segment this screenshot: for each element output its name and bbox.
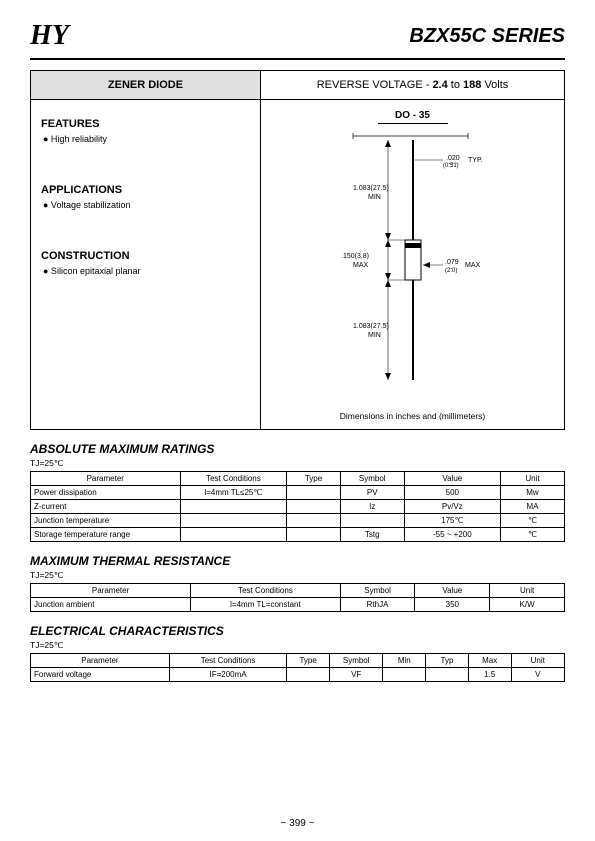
rv-suffix: Volts (481, 79, 508, 91)
th-type: Type (287, 654, 330, 668)
th-conditions: Test Conditions (169, 654, 286, 668)
th-symbol: Symbol (340, 472, 404, 486)
th-unit: Unit (511, 654, 564, 668)
th-conditions: Test Conditions (180, 472, 287, 486)
abs-max-title: ABSOLUTE MAXIMUM RATINGS (30, 442, 565, 456)
th-type: Type (287, 472, 340, 486)
th-max: Max (468, 654, 511, 668)
reverse-voltage-header: REVERSE VOLTAGE - 2.4 to 188 Volts (261, 71, 564, 100)
body-len: .150(3.8) (341, 253, 369, 260)
top-lead-len: 1.083(27.5) (353, 185, 389, 192)
feature-item: ● High reliability (43, 134, 250, 144)
abs-max-table: Parameter Test Conditions Type Symbol Va… (30, 471, 565, 542)
package-diagram: DO - 35 .020 (0.51) TYP. (261, 100, 564, 429)
table-row: Storage temperature rangeTstg-55 ~ +200℃ (31, 528, 565, 542)
application-item: ● Voltage stabilization (43, 200, 250, 210)
top-lead-len-suf: MIN (368, 194, 381, 201)
right-panel: REVERSE VOLTAGE - 2.4 to 188 Volts DO - … (261, 71, 564, 429)
electrical-table: Parameter Test Conditions Type Symbol Mi… (30, 653, 565, 682)
construction-heading: CONSTRUCTION (41, 250, 250, 262)
applications-heading: APPLICATIONS (41, 184, 250, 196)
lead-typ-suffix: TYP. (468, 157, 483, 164)
body-len-suf: MAX (353, 262, 369, 269)
dimensions-note: Dimensions in inches and (millimeters) (261, 411, 564, 421)
body-dia-mm: (2.0) (445, 268, 457, 274)
lead-typ-dim: .020 (446, 155, 460, 162)
rv-prefix: REVERSE VOLTAGE - (317, 79, 433, 91)
top-box: ZENER DIODE FEATURES ● High reliability … (30, 70, 565, 430)
th-value: Value (404, 472, 500, 486)
bot-lead-len-suf: MIN (368, 332, 381, 339)
zener-diode-label: ZENER DIODE (31, 71, 260, 100)
th-symbol: Symbol (340, 584, 415, 598)
abs-max-tj: TJ=25℃ (30, 458, 565, 469)
thermal-tj: TJ=25℃ (30, 570, 565, 581)
th-unit: Unit (490, 584, 565, 598)
thermal-title: MAXIMUM THERMAL RESISTANCE (30, 554, 565, 568)
th-min: Min (383, 654, 426, 668)
th-parameter: Parameter (31, 472, 181, 486)
table-row: Forward voltageIF=200mAVF1.5V (31, 668, 565, 682)
bot-lead-len: 1.083(27.5) (353, 323, 389, 330)
th-value: Value (415, 584, 490, 598)
features-heading: FEATURES (41, 118, 250, 130)
rv-high: 188 (463, 79, 481, 91)
table-row: Power dissipationl=4mm TL≤25℃PV500Mw (31, 486, 565, 500)
electrical-tj: TJ=25℃ (30, 640, 565, 651)
electrical-title: ELECTRICAL CHARACTERISTICS (30, 624, 565, 638)
th-conditions: Test Conditions (191, 584, 341, 598)
th-symbol: Symbol (330, 654, 383, 668)
header: HY BZX55C SERIES (30, 20, 565, 60)
th-typ: Typ (426, 654, 469, 668)
logo: HY (30, 20, 69, 52)
thermal-table: Parameter Test Conditions Symbol Value U… (30, 583, 565, 612)
th-parameter: Parameter (31, 584, 191, 598)
body-dia: .079 (445, 259, 459, 266)
rv-mid: to (448, 79, 463, 91)
table-row: Junction ambientl=4mm TL=constantRthJA35… (31, 598, 565, 612)
body-dia-suf: MAX (465, 262, 481, 269)
left-panel: ZENER DIODE FEATURES ● High reliability … (31, 71, 261, 429)
rv-low: 2.4 (432, 79, 447, 91)
th-unit: Unit (500, 472, 564, 486)
lead-typ-mm: (0.51) (443, 163, 459, 169)
diode-outline-svg: .020 (0.51) TYP. 1.083(27.5) MIN (293, 130, 533, 400)
package-name: DO - 35 (378, 110, 448, 124)
construction-item: ● Silicon epitaxial planar (43, 266, 250, 276)
table-row: Junction temperature175℃℃ (31, 514, 565, 528)
series-title: BZX55C SERIES (409, 25, 565, 48)
th-parameter: Parameter (31, 654, 170, 668)
page-number: ~ 399 ~ (0, 818, 595, 829)
table-row: Z-currentIzPv/VzMA (31, 500, 565, 514)
